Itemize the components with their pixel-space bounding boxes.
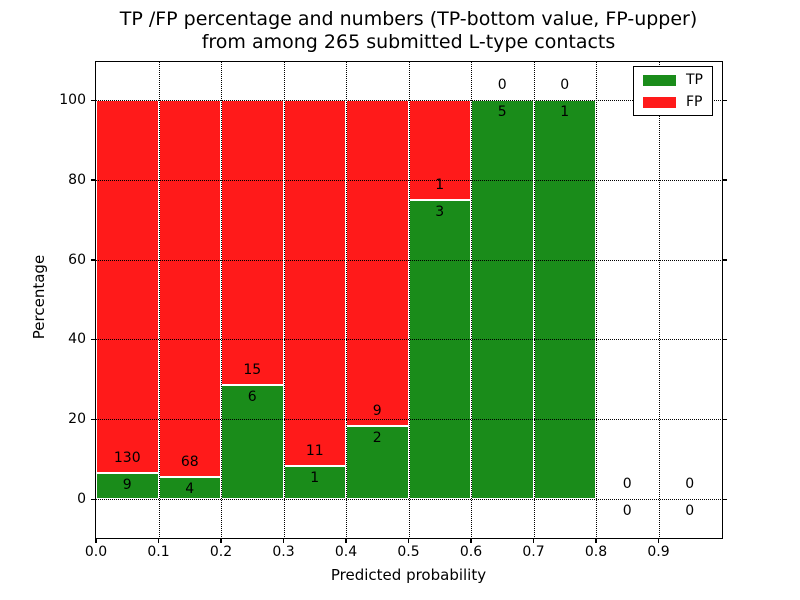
x-tick-label: 0.9	[647, 544, 670, 560]
bar-tp-segment	[346, 426, 409, 499]
y-tick-label: 80	[68, 171, 86, 188]
y-tick-mark-right	[722, 498, 727, 500]
x-tick-mark	[657, 538, 660, 543]
y-tick-label: 100	[59, 92, 86, 108]
x-gridline	[471, 62, 472, 537]
x-tick-mark	[407, 538, 410, 543]
tp-count-label: 0	[622, 503, 632, 519]
y-tick-mark-left	[90, 259, 95, 261]
fp-count-label: 11	[305, 442, 324, 459]
bar-fp-segment	[158, 100, 221, 477]
bar-tp-segment	[283, 465, 346, 499]
x-tick-label: 0.2	[209, 544, 233, 560]
fp-count-label: 0	[497, 77, 507, 93]
bar-tp-segment	[471, 100, 534, 499]
x-tick-label: 0.0	[84, 544, 108, 560]
fp-count-label: 0	[685, 476, 695, 492]
bar-tp-segment	[408, 199, 471, 499]
x-tick-mark	[282, 538, 285, 543]
bar-fp-segment	[408, 100, 471, 200]
y-tick-mark-left	[90, 338, 95, 341]
legend-entry-fp: FP	[643, 95, 703, 109]
tp-count-label: 1	[560, 104, 570, 120]
bar-tp-segment	[96, 473, 159, 499]
y-tick-mark-left	[90, 418, 95, 421]
chart-title-line1: TP /FP percentage and numbers (TP-bottom…	[119, 8, 698, 30]
fp-count-label: 9	[372, 403, 382, 420]
chart-title: TP /FP percentage and numbers (TP-bottom…	[96, 8, 721, 54]
bar-fp-segment	[283, 100, 346, 466]
y-tick-mark-left	[90, 99, 95, 101]
tp-count-label: 9	[122, 477, 132, 494]
fp-count-label: 0	[622, 476, 632, 492]
x-tick-label: 0.6	[459, 544, 483, 560]
x-gridline	[283, 62, 285, 537]
x-gridline	[533, 62, 535, 537]
x-tick-label: 0.8	[584, 544, 608, 560]
y-tick-mark-right	[722, 259, 727, 261]
x-tick-mark	[532, 538, 535, 543]
x-tick-mark	[595, 538, 597, 543]
y-tick-mark-left	[90, 179, 95, 181]
x-tick-label: 0.3	[272, 544, 295, 560]
tp-count-label: 5	[497, 104, 507, 120]
x-tick-label: 0.5	[397, 544, 420, 560]
x-tick-mark	[345, 538, 347, 543]
y-tick-label: 40	[68, 331, 86, 348]
x-tick-mark	[95, 538, 97, 543]
x-axis-label: Predicted probability	[330, 566, 487, 584]
fp-count-label: 68	[180, 453, 199, 470]
x-tick-mark	[470, 538, 472, 543]
bar-fp-segment	[346, 100, 409, 427]
fp-count-label: 1	[435, 176, 445, 193]
fp-count-label: 0	[560, 77, 570, 93]
x-gridline	[596, 62, 597, 537]
bar-fp-segment	[221, 100, 284, 385]
bar-tp-segment	[533, 100, 596, 499]
x-tick-mark	[157, 538, 160, 543]
x-gridline	[658, 62, 660, 537]
tp-count-label: 1	[310, 469, 320, 486]
x-gridline	[346, 62, 347, 537]
legend-tp-label: TP	[686, 72, 703, 88]
legend-fp-swatch	[643, 96, 676, 108]
x-gridline	[158, 62, 160, 537]
x-gridline	[408, 62, 410, 537]
fp-count-label: 130	[113, 450, 141, 467]
fp-count-label: 15	[243, 362, 262, 378]
legend: TP FP	[633, 66, 713, 116]
x-tick-mark	[220, 538, 222, 543]
x-tick-label: 0.1	[147, 544, 170, 560]
y-tick-mark-left	[90, 498, 95, 500]
legend-tp-swatch	[643, 74, 676, 86]
bar-tp-segment	[221, 385, 284, 499]
y-axis-label: Percentage	[30, 254, 48, 340]
bar-fp-segment	[96, 100, 159, 474]
y-tick-mark-right	[722, 99, 727, 101]
legend-entry-tp: TP	[643, 73, 703, 87]
tp-count-label: 2	[372, 430, 382, 447]
plot-area: Predicted probability TP FP 0 20 40 60 80 100…	[59, 60, 727, 584]
chart-title-line2: from among 265 submitted L-type contacts	[201, 31, 616, 53]
y-tick-mark-right	[722, 418, 727, 421]
x-gridline	[221, 62, 222, 537]
x-tick-label: 0.7	[522, 544, 545, 560]
y-tick-label: 0	[77, 491, 86, 507]
tp-count-label: 3	[435, 203, 445, 220]
y-tick-mark-right	[722, 179, 727, 181]
legend-fp-label: FP	[686, 94, 703, 110]
y-tick-label: 60	[68, 251, 86, 268]
x-tick-label: 0.4	[334, 544, 358, 560]
tp-count-label: 0	[685, 503, 695, 519]
tp-count-label: 4	[185, 480, 195, 497]
y-tick-mark-right	[722, 338, 727, 341]
tp-count-label: 6	[247, 389, 257, 405]
y-tick-label: 20	[68, 411, 86, 428]
